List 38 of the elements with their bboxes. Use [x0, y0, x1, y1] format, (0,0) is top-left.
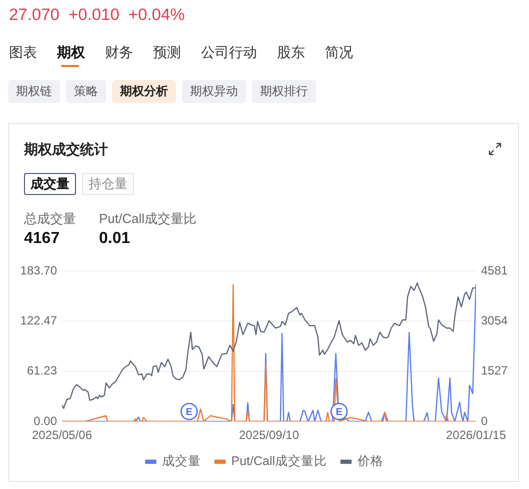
text: 股东 [277, 43, 305, 62]
text: 27.070 [9, 5, 60, 26]
text: 期权 [57, 43, 85, 62]
text: 图表 [9, 43, 37, 62]
y-tick-label: 183.70 [20, 263, 58, 278]
annotation: E [186, 406, 193, 418]
y2-tick-label: 3054 [481, 313, 508, 328]
y2-tick-label: 1527 [481, 364, 508, 378]
y-tick-label: 61.23 [26, 364, 58, 378]
text: 财务 [105, 43, 133, 62]
tab-button: 期权排行 [252, 80, 316, 103]
legend-label: 成交量 [162, 453, 201, 468]
tab-button: 期权分析 [112, 80, 176, 103]
text: 4167 [24, 229, 61, 249]
y2-tick-label: 0 [481, 414, 488, 428]
text: 简况 [325, 43, 353, 62]
y-tick-label: 122.47 [20, 313, 58, 328]
annotation: E [336, 406, 343, 418]
legend-label: 价格 [356, 454, 384, 468]
x-tick-label: 2025/09/10 [238, 428, 300, 442]
y2-tick-label: 4581 [481, 263, 508, 278]
text: +0.04% [128, 5, 185, 26]
x-tick-label: 2026/01/15 [446, 428, 506, 442]
chart-title: 期权成交统计 [24, 140, 108, 159]
toggle-button: 持仓量 [82, 173, 134, 195]
toggle-button: 成交量 [24, 173, 76, 195]
text: 0.01 [99, 229, 132, 249]
tab-button: 期权链 [8, 80, 60, 103]
legend-label: Put/Call成交量比 [231, 453, 328, 468]
x-tick-label: 2025/05/06 [32, 428, 92, 442]
tab-button: 策略 [66, 80, 106, 103]
tab-button: 期权异动 [182, 80, 246, 103]
text: 预测 [153, 43, 181, 62]
y-tick-label: 0.00 [34, 414, 58, 428]
text: Put/Call成交量比 [99, 210, 197, 228]
text: +0.010 [68, 5, 120, 26]
text: 总成交量 [24, 210, 76, 228]
text: 公司行动 [201, 43, 257, 62]
